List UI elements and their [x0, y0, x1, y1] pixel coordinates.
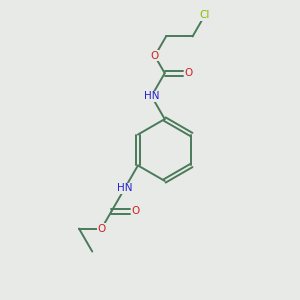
Text: O: O — [184, 68, 193, 78]
Text: O: O — [131, 206, 140, 216]
Text: Cl: Cl — [200, 10, 210, 20]
Text: O: O — [151, 51, 159, 61]
Text: HN: HN — [144, 91, 159, 101]
Text: HN: HN — [117, 183, 132, 194]
Text: O: O — [98, 224, 106, 234]
